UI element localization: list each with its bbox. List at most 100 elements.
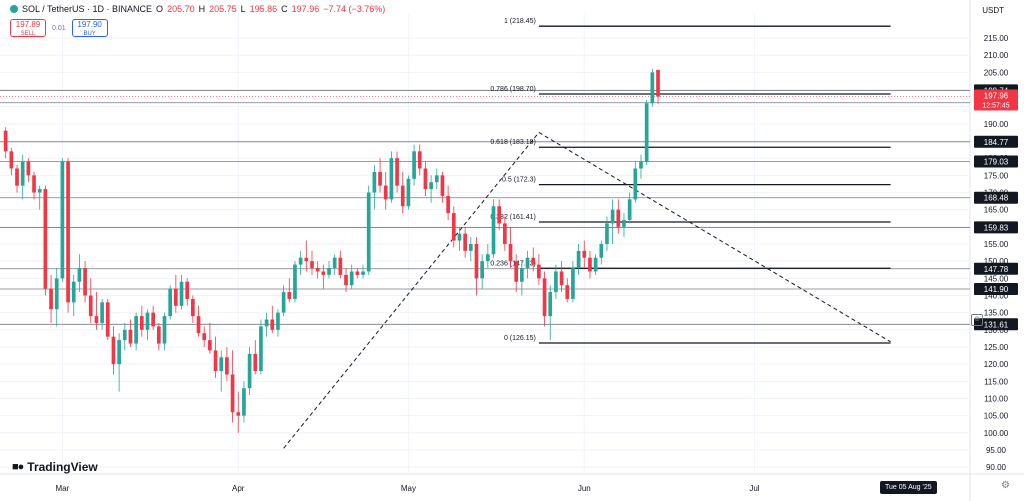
price-tick-label: 175.00 — [984, 171, 1009, 180]
buy-button[interactable]: 197.90 BUY — [71, 19, 108, 37]
candle-body — [26, 161, 31, 176]
candle-body — [213, 350, 218, 372]
candle-body — [650, 72, 655, 104]
candle-body — [571, 268, 575, 299]
candle-body — [361, 271, 365, 275]
fib-level-label: 0.382 (161.41) — [490, 214, 536, 221]
candle-body — [491, 206, 496, 255]
candle-body — [66, 161, 70, 303]
candle-body — [412, 151, 416, 179]
candle-body — [480, 261, 485, 279]
candle-body — [429, 182, 433, 190]
price-label-box — [974, 262, 1018, 275]
candle-body — [236, 412, 241, 416]
price-axis[interactable]: 90.00 95.00 100.00 105.00 110.00 115.00 120.00… — [974, 34, 1018, 472]
candle-body — [259, 326, 263, 372]
symbol-title[interactable]: SOL / TetherUS · 1D · BINANCE — [22, 4, 153, 14]
candle-body — [349, 271, 354, 286]
fib-level-label: 0 (126.15) — [504, 335, 536, 342]
candle-body — [32, 175, 36, 193]
candle-body — [610, 209, 615, 224]
candle-body — [321, 271, 326, 275]
price-tick-label: 105.00 — [984, 412, 1009, 421]
candle-body — [134, 316, 138, 344]
candle-body — [151, 312, 156, 327]
price-level-label: 159.83 — [984, 223, 1009, 232]
candle-body — [20, 161, 25, 186]
candle-body — [49, 288, 53, 310]
price-tick-label: 120.00 — [984, 360, 1009, 369]
candle-body — [497, 206, 502, 224]
candle-body — [191, 298, 195, 317]
price-level-label: 131.61 — [984, 320, 1009, 329]
time-tick-label: May — [401, 484, 416, 493]
price-level-label: 184.77 — [984, 138, 1009, 147]
time-tick-label: Apr — [232, 484, 245, 493]
time-tick-label: Jun — [578, 484, 591, 493]
fib-level-label: 0.786 (198.70) — [490, 86, 536, 93]
price-tick-label: 145.00 — [984, 274, 1009, 283]
candle-body — [77, 268, 82, 282]
candle-body — [417, 151, 422, 169]
candle-body — [156, 326, 161, 344]
candle-body — [128, 329, 133, 344]
price-tick-label: 190.00 — [984, 120, 1009, 129]
candle-body — [54, 278, 59, 310]
candle-body — [451, 213, 456, 241]
candle-body — [622, 219, 626, 227]
tradingview-logo: ■● TradingView — [12, 460, 98, 474]
candle-body — [565, 285, 570, 299]
high-value: 205.75 — [209, 4, 237, 14]
current-price-label: 197.96 — [984, 92, 1009, 101]
candle-body — [627, 199, 632, 220]
sell-button[interactable]: 197.89 SELL — [10, 19, 46, 37]
candle-body — [503, 223, 507, 244]
candle-body — [644, 103, 649, 162]
price-label-box — [974, 282, 1018, 295]
buy-label: BUY — [83, 31, 96, 37]
price-tick-label: 130.00 — [984, 326, 1009, 335]
close-value: 197.96 — [291, 4, 320, 14]
candle-body — [389, 158, 394, 200]
dashed-trendline — [538, 132, 891, 343]
gear-icon[interactable]: ⚙ — [1001, 480, 1010, 491]
price-tick-label: 210.00 — [984, 51, 1009, 60]
candle-body — [633, 168, 638, 200]
candle-body — [605, 223, 609, 244]
sell-label: SELL — [20, 31, 36, 37]
tradingview-logo-text: TradingView — [27, 460, 98, 474]
candle-body — [94, 316, 99, 323]
currency-label[interactable]: USDT — [982, 6, 1004, 15]
open-value: 205.70 — [167, 4, 195, 14]
price-level-label: 168.48 — [984, 194, 1009, 203]
candle-body — [395, 158, 399, 186]
change-value: −7.74 (−3.76%) — [323, 4, 386, 14]
candle-body — [468, 244, 473, 251]
time-axis[interactable]: Mar Apr May Jun Jul — [56, 484, 760, 493]
candle-body — [247, 353, 252, 389]
candle-body — [43, 189, 48, 289]
candle-body — [406, 178, 411, 207]
crosshair-target-icon[interactable]: ⊕ — [971, 314, 983, 326]
candle-body — [616, 209, 621, 227]
candle-body — [554, 271, 558, 293]
candle-body — [208, 340, 212, 351]
low-label: L — [240, 4, 246, 14]
candle-body — [383, 185, 388, 200]
candle-body — [111, 336, 116, 365]
candle-body — [9, 151, 14, 169]
candle-body — [139, 316, 144, 330]
close-label: C — [281, 4, 288, 14]
candle-body — [344, 274, 348, 286]
candle-body — [122, 329, 127, 341]
price-tick-label: 95.00 — [986, 446, 1007, 455]
candle-body — [559, 271, 564, 286]
candle-body — [196, 316, 201, 334]
price-tick-label: 90.00 — [986, 463, 1007, 472]
candle-body — [542, 278, 547, 317]
candle-body — [117, 340, 121, 365]
time-tick-label: Jul — [749, 484, 759, 493]
candle-body — [179, 281, 184, 306]
candle-body — [264, 319, 269, 327]
